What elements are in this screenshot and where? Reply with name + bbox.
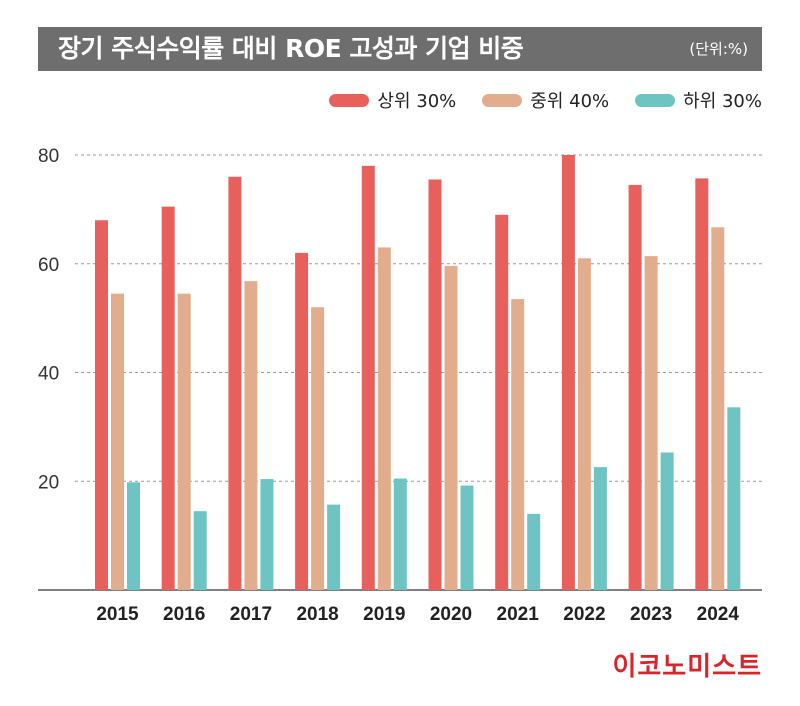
bar-bottom bbox=[660, 452, 674, 590]
y-tick-label: 60 bbox=[38, 255, 59, 276]
bar-bottom bbox=[460, 485, 474, 590]
bar-mid bbox=[177, 293, 191, 590]
bar-top bbox=[561, 155, 575, 590]
bar-mid bbox=[311, 307, 325, 590]
legend: 상위 30% 중위 40% 하위 30% bbox=[329, 86, 762, 114]
bar-top bbox=[361, 165, 375, 590]
bar-top bbox=[695, 178, 709, 590]
bar-mid bbox=[377, 247, 391, 590]
y-tick-label: 40 bbox=[38, 364, 59, 385]
x-tick-label: 2022 bbox=[563, 604, 605, 625]
bar-top bbox=[295, 252, 309, 590]
x-tick-label: 2021 bbox=[497, 604, 540, 625]
x-tick-label: 2015 bbox=[96, 604, 139, 625]
x-tick-label: 2023 bbox=[630, 604, 672, 625]
bar-top bbox=[161, 206, 175, 590]
x-tick-label: 2016 bbox=[163, 604, 205, 625]
bar-bottom bbox=[127, 482, 140, 590]
bar-mid bbox=[644, 256, 658, 590]
x-tick-label: 2017 bbox=[230, 604, 272, 625]
legend-label-top: 상위 30% bbox=[377, 91, 457, 112]
bar-mid bbox=[111, 293, 124, 590]
legend-label-mid: 중위 40% bbox=[530, 91, 610, 112]
bar-bottom bbox=[393, 478, 407, 590]
title-bar: 장기 주식수익률 대비 ROE 고성과 기업 비중 (단위:%) bbox=[38, 27, 762, 71]
x-tick-label: 2020 bbox=[430, 604, 472, 625]
bar-mid bbox=[444, 265, 458, 590]
legend-swatch-bottom bbox=[635, 93, 676, 107]
legend-item-top: 상위 30% bbox=[329, 87, 456, 113]
bar-mid bbox=[577, 258, 591, 590]
bar-bottom bbox=[260, 479, 274, 590]
y-tick-label: 80 bbox=[38, 146, 59, 167]
bar-bottom bbox=[527, 513, 541, 590]
x-tick-label: 2024 bbox=[697, 604, 740, 625]
bar-bottom bbox=[593, 467, 607, 590]
x-tick-label: 2018 bbox=[296, 604, 338, 625]
legend-item-bottom: 하위 30% bbox=[635, 87, 762, 113]
x-tick-label: 2019 bbox=[363, 604, 405, 625]
y-tick-label: 20 bbox=[38, 472, 59, 493]
bar-mid bbox=[711, 227, 725, 590]
bar-top bbox=[628, 184, 642, 590]
bar-mid bbox=[511, 299, 525, 590]
bar-top bbox=[428, 179, 442, 590]
bar-bottom bbox=[727, 407, 741, 590]
legend-swatch-top bbox=[329, 93, 370, 107]
bar-bottom bbox=[327, 504, 341, 590]
legend-label-bottom: 하위 30% bbox=[683, 91, 762, 112]
bar-top bbox=[495, 214, 509, 590]
bar-bottom bbox=[193, 511, 207, 590]
brand-logo: 이코노미스트 bbox=[612, 652, 762, 682]
legend-swatch-mid bbox=[482, 93, 523, 107]
legend-item-mid: 중위 40% bbox=[482, 87, 609, 113]
bar-top bbox=[95, 220, 108, 590]
unit-label: (단위:%) bbox=[689, 40, 748, 58]
chart-title: 장기 주식수익률 대비 ROE 고성과 기업 비중 bbox=[58, 34, 524, 63]
bar-top bbox=[228, 176, 242, 590]
bar-mid bbox=[244, 281, 258, 590]
